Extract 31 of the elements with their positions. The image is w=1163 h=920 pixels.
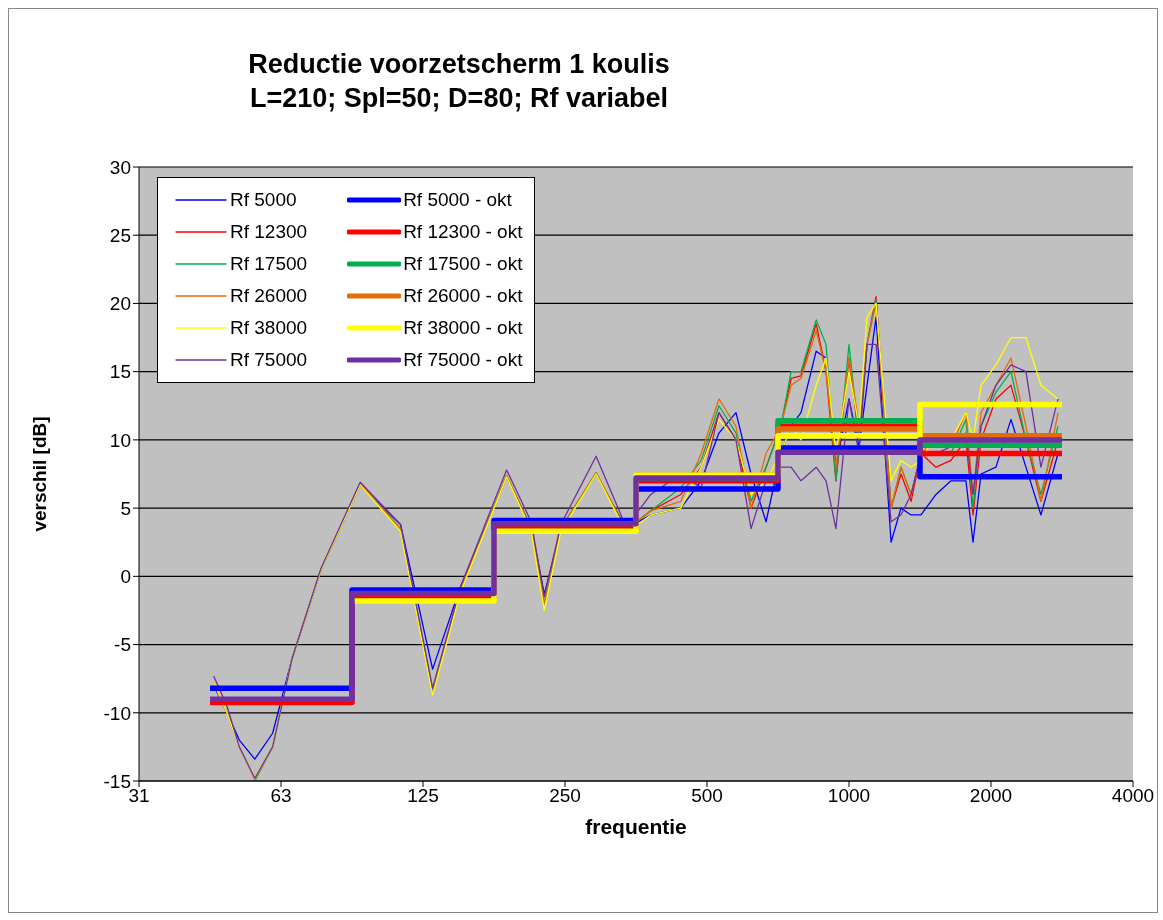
y-axis-title: verschil [dB]: [28, 416, 50, 532]
legend-label: Rf 26000 - okt: [403, 285, 523, 307]
legend-label: Rf 5000: [230, 189, 297, 211]
x-axis-title: frequentie: [585, 815, 687, 838]
legend-label: Rf 12300 - okt: [403, 221, 523, 243]
legend-label: Rf 75000 - okt: [403, 349, 523, 371]
y-tick-label: 30: [109, 156, 131, 178]
y-tick-label: 15: [109, 361, 131, 383]
legend-label: Rf 12300: [230, 221, 308, 243]
legend-label: Rf 38000: [230, 317, 308, 339]
y-tick-label: -5: [114, 634, 131, 656]
x-tick-label: 500: [691, 785, 723, 807]
y-tick-label: 0: [120, 566, 131, 588]
y-tick-label: 25: [109, 224, 131, 246]
y-tick-label: -10: [103, 702, 131, 724]
legend-label: Rf 38000 - okt: [403, 317, 523, 339]
legend-label: Rf 5000 - okt: [403, 189, 512, 211]
x-tick-label: 1000: [827, 785, 871, 807]
legend-label: Rf 26000: [230, 285, 308, 307]
y-tick-label: 10: [109, 429, 131, 451]
x-tick-label: 63: [270, 785, 292, 807]
chart-title: Reductie voorzetscherm 1 koulis L=210; Spl=50; D=80; Rf variabel: [247, 48, 671, 115]
x-tick-label: 2000: [969, 785, 1013, 807]
legend-label: Rf 17500 - okt: [403, 253, 523, 275]
legend-label: Rf 17500: [230, 253, 308, 275]
legend-label: Rf 75000: [230, 349, 308, 371]
x-tick-label: 4000: [1111, 785, 1155, 807]
x-tick-label: 250: [549, 785, 581, 807]
y-tick-label: 20: [109, 293, 131, 315]
x-tick-label: 125: [407, 785, 439, 807]
y-tick-label: 5: [120, 497, 131, 519]
